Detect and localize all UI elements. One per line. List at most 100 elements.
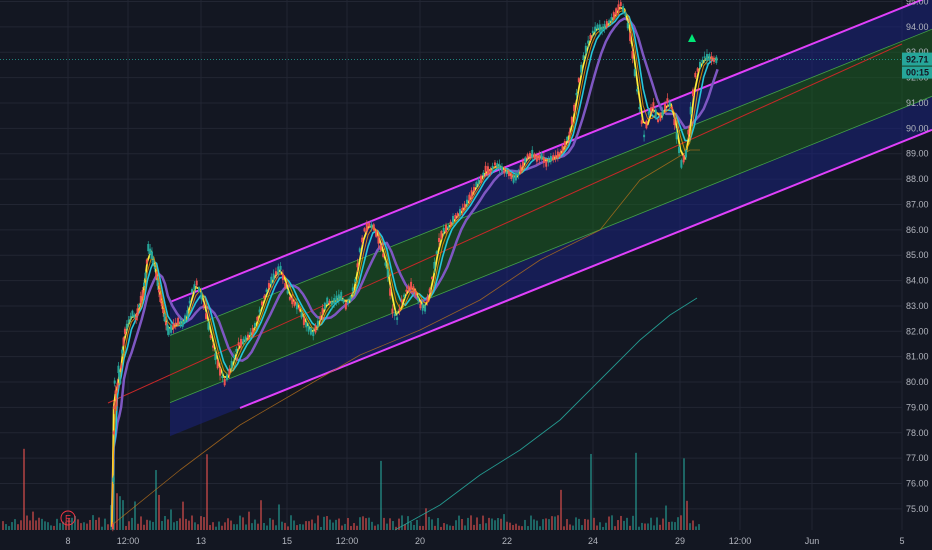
candle-body [226,374,229,380]
volume-bar [41,518,43,530]
candle-body [710,56,713,62]
volume-bar [431,519,433,530]
candle-body [249,332,252,336]
candle-body [323,302,326,310]
candle-body [156,280,159,286]
volume-bar [119,496,121,530]
price-tick-label: 91.00 [906,98,929,108]
volume-bar [626,517,628,530]
candle-body [377,236,380,244]
candle-body [587,40,590,44]
candle-body [582,55,585,60]
candle-body [354,279,357,282]
volume-bar [509,522,511,530]
volume-bar [557,515,559,530]
candle-body [410,281,413,290]
candle-body [619,2,622,6]
volume-bar [227,518,229,530]
volume-bars [2,448,700,530]
candle-body [703,56,706,59]
candle-body [207,322,210,330]
volume-bar [440,526,442,530]
volume-bar [278,504,280,530]
time-axis[interactable]: 8 12:00 13 15 12:00 20 22 24 29 12:00 Jun 5 [65,536,904,546]
price-tick-label: 86.00 [906,225,929,235]
volume-bar [26,515,28,530]
volume-bar [425,508,427,530]
volume-bar [404,524,406,530]
candle-body [356,263,359,268]
candle-body [666,98,669,103]
volume-bar [419,525,421,530]
candle-body [682,155,685,163]
candle-body [188,300,191,304]
candle-body [517,172,520,176]
volume-bar [458,515,460,530]
volume-bar [437,518,439,530]
candle-body [157,289,160,293]
volume-bar [587,519,589,530]
volume-bar [482,515,484,530]
candle-body [265,289,268,292]
price-tick-label: 77.00 [906,453,929,463]
candle-body [638,106,641,110]
volume-bar [308,521,310,530]
candle-body [291,297,294,305]
volume-bar [233,524,235,530]
volume-bar [332,522,334,530]
candle-body [337,294,340,300]
channel-upper-line [169,0,924,303]
candle-body [479,175,482,183]
volume-bar [5,524,7,530]
volume-bar [512,525,514,530]
candle-body [440,231,443,239]
volume-bar [191,515,193,530]
volume-bar [569,524,571,530]
volume-bar [515,523,517,530]
candle-body [328,300,331,304]
volume-bar [89,519,91,530]
candlesticks[interactable] [111,0,718,532]
volume-bar [662,518,664,530]
volume-bar [47,522,49,530]
volume-bar [107,524,109,530]
volume-bar [173,522,175,530]
volume-bar [377,524,379,530]
candle-body [610,17,613,22]
candle-body [447,226,450,229]
candle-body [561,145,564,152]
volume-bar [98,517,100,530]
candle-body [221,375,224,379]
price-tick-label: 76.00 [906,479,929,489]
candle-body [456,213,459,217]
volume-bar [149,520,151,530]
candle-body [235,348,238,352]
volume-bar [251,523,253,530]
candle-body [505,171,508,175]
ma-long-teal-line [394,297,698,531]
candle-body [121,349,124,354]
last-price-tag [902,52,932,66]
candle-body [141,289,144,297]
candle-body [116,382,119,389]
volume-bar [122,500,124,530]
volume-bar [65,521,67,530]
price-tick-label: 87.00 [906,199,929,209]
volume-bar [686,500,688,530]
candle-body [594,26,597,33]
volume-bar [323,516,325,530]
candle-body [326,297,329,305]
candle-body [514,172,517,181]
candle-body [307,325,310,332]
volume-bar [584,518,586,530]
volume-bar [476,517,478,530]
candle-body [372,224,375,231]
candle-body [212,345,215,348]
candle-body [545,161,548,167]
candle-body [143,282,146,287]
volume-bar [170,509,172,530]
volume-bar [254,519,256,530]
price-tick-label: 81.00 [906,352,929,362]
candle-body [120,365,123,369]
